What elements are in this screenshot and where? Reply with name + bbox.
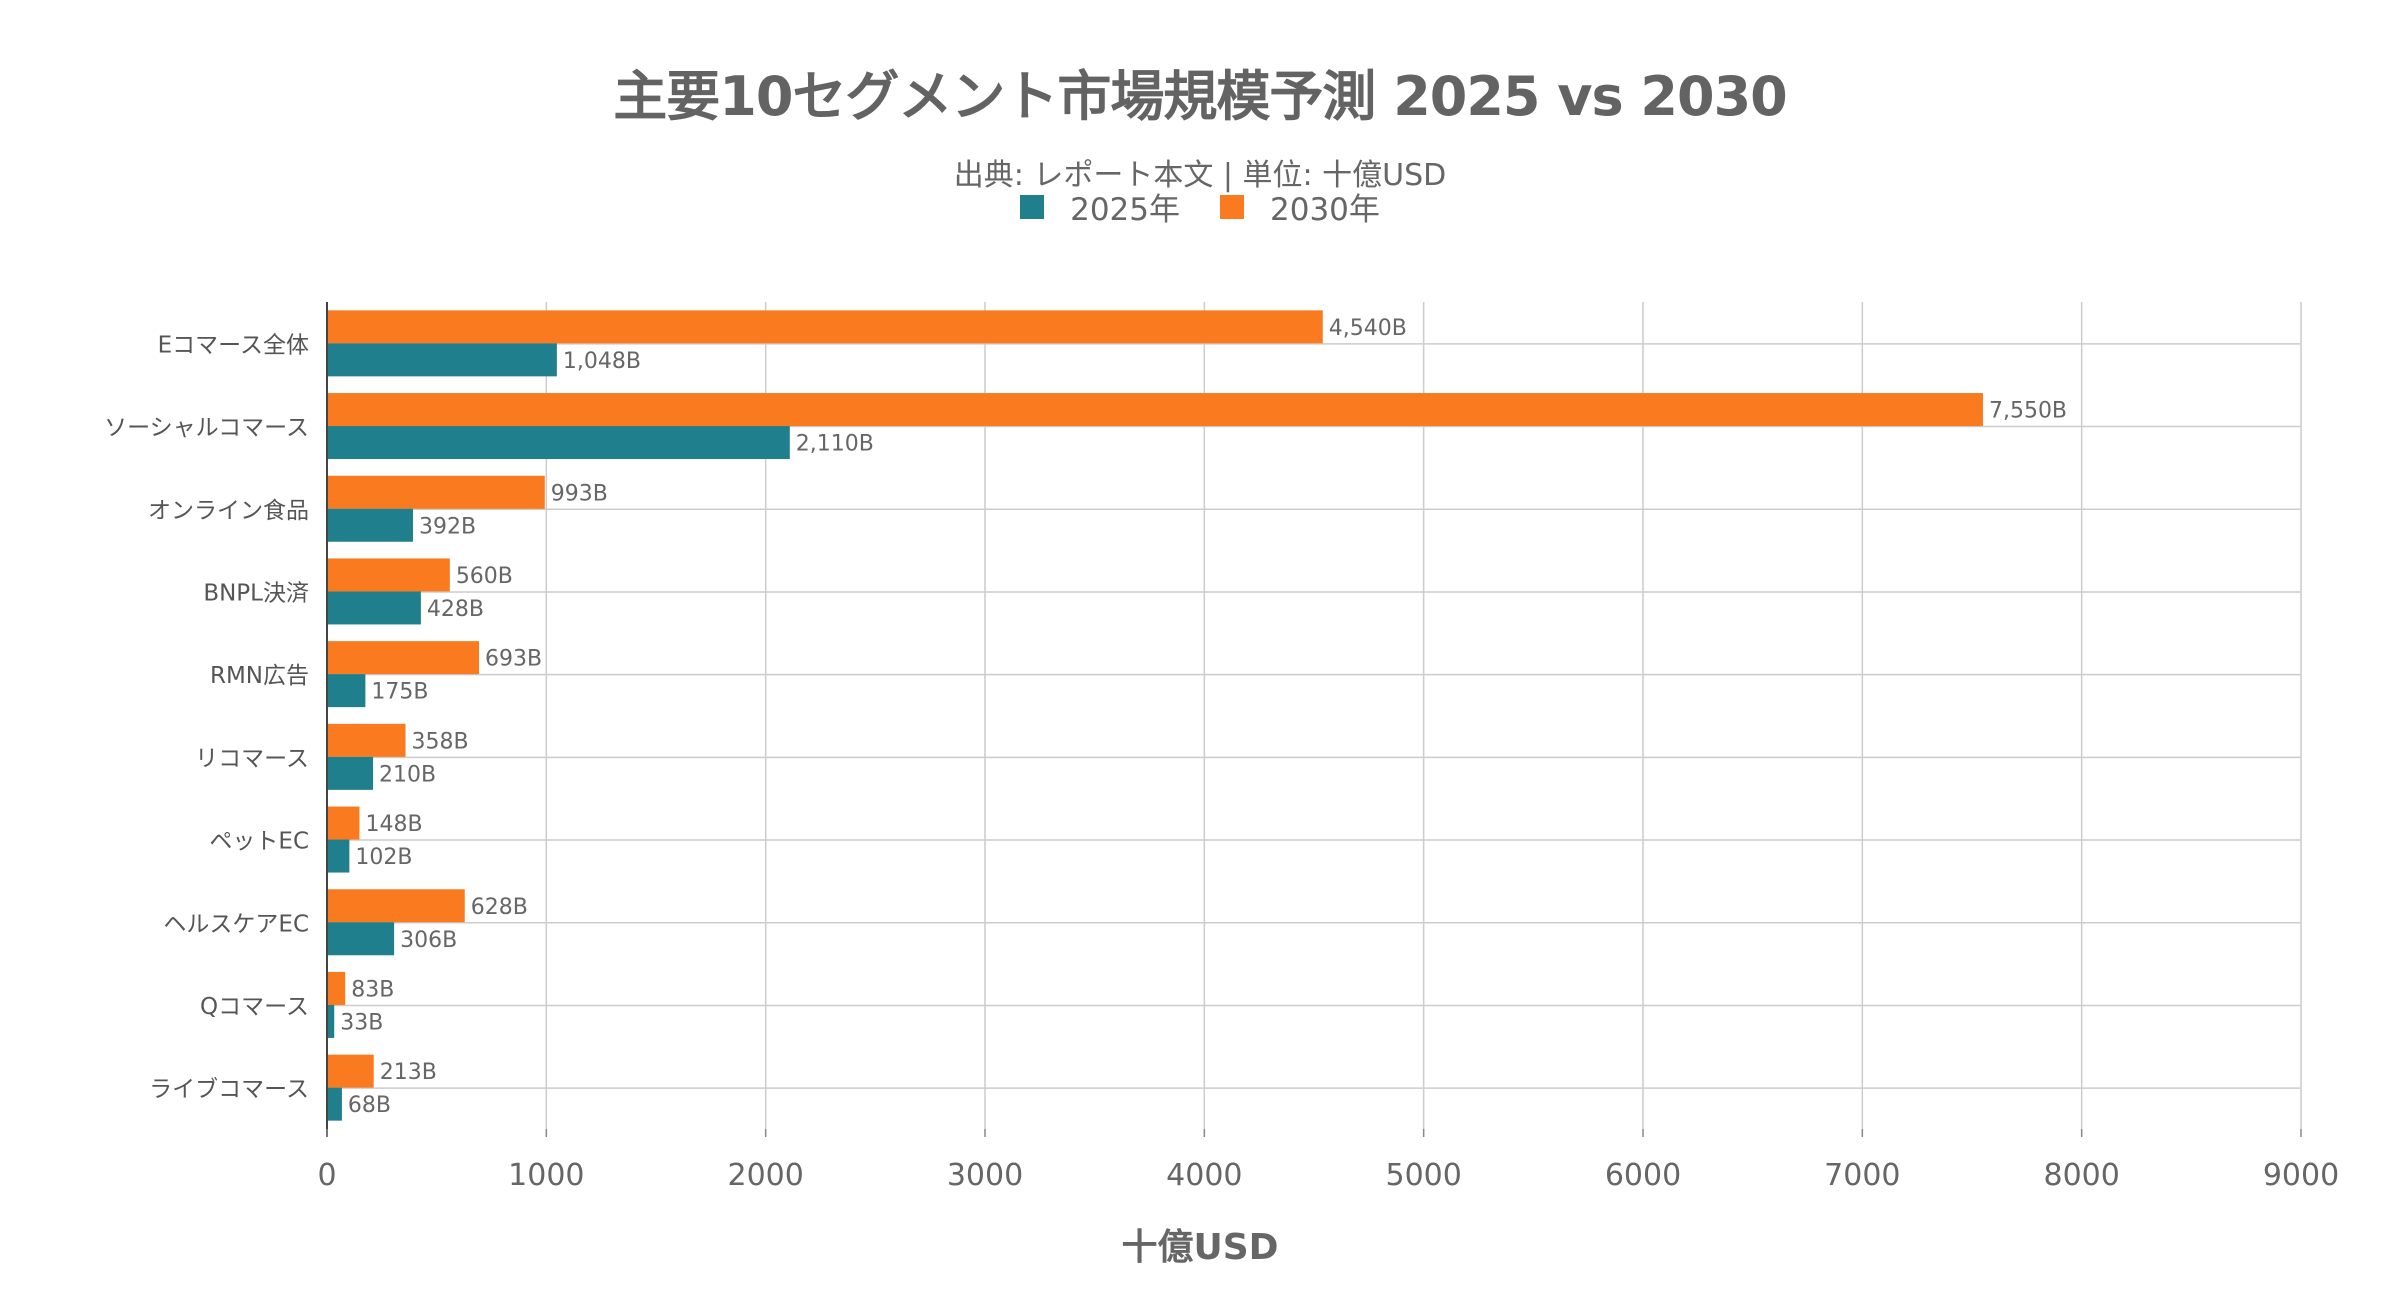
data-label-2025: 306B <box>400 928 457 953</box>
bar-2030 <box>327 971 346 1005</box>
bar-2025 <box>327 343 557 377</box>
x-tick-label: 0 <box>317 1158 336 1193</box>
x-tick-label: 5000 <box>1385 1158 1461 1193</box>
data-label-2030: 83B <box>351 977 394 1002</box>
category-label: Qコマース <box>200 994 309 1020</box>
bar-2030 <box>327 558 450 592</box>
legend: 2025年 2030年 <box>0 184 2400 229</box>
legend-label-2025: 2025年 <box>1070 192 1180 228</box>
x-tick-label: 2000 <box>727 1158 803 1193</box>
data-label-2030: 148B <box>365 812 422 837</box>
category-label: リコマース <box>195 746 309 772</box>
x-axis-title: 十億USD <box>1121 1227 1279 1268</box>
data-label-2025: 2,110B <box>796 432 874 457</box>
bar-2030 <box>327 1054 374 1088</box>
legend-item-2025[interactable]: 2025年 <box>1020 184 1180 229</box>
category-label: RMN広告 <box>210 663 309 689</box>
data-label-2025: 210B <box>379 762 436 787</box>
bar-2025 <box>327 508 413 542</box>
legend-swatch-2030 <box>1220 194 1244 219</box>
data-label-2030: 213B <box>380 1060 437 1085</box>
data-label-2030: 993B <box>551 481 608 506</box>
legend-item-2030[interactable]: 2030年 <box>1220 184 1380 229</box>
bar-2030 <box>327 723 406 757</box>
data-label-2030: 358B <box>412 729 469 754</box>
data-label-2025: 428B <box>427 597 484 622</box>
x-tick-label: 9000 <box>2263 1158 2339 1193</box>
data-label-2030: 628B <box>471 895 528 920</box>
bar-2030 <box>327 310 1323 344</box>
chart-title: 主要10セグメント市場規模予測 2025 vs 2030 <box>613 65 1787 128</box>
bar-2025 <box>327 839 350 873</box>
category-label: オンライン食品 <box>148 498 309 524</box>
x-tick-label: 6000 <box>1605 1158 1681 1193</box>
bar-2030 <box>327 641 479 675</box>
data-label-2030: 693B <box>485 647 542 672</box>
bar-2025 <box>327 426 790 460</box>
data-label-2025: 175B <box>371 680 428 705</box>
x-tick-label: 8000 <box>2043 1158 2119 1193</box>
data-label-2025: 102B <box>355 845 412 870</box>
data-label-2030: 560B <box>456 564 513 589</box>
data-label-2025: 33B <box>340 1010 383 1035</box>
x-tick-label: 3000 <box>947 1158 1023 1193</box>
chart-subtitle: 出典: レポート本文 | 単位: 十億USD <box>953 158 1447 193</box>
bar-2030 <box>327 889 465 923</box>
data-label-2030: 4,540B <box>1329 316 1407 341</box>
bar-2025 <box>327 756 374 790</box>
x-tick-label: 1000 <box>508 1158 584 1193</box>
bar-2030 <box>327 393 1983 427</box>
data-label-2025: 392B <box>419 514 476 539</box>
bar-2025 <box>327 1004 335 1038</box>
bar-2030 <box>327 806 360 840</box>
bar-2025 <box>327 922 395 956</box>
data-label-2025: 1,048B <box>563 349 641 374</box>
legend-swatch-2025 <box>1020 194 1045 219</box>
category-label: ヘルスケアEC <box>163 911 309 937</box>
data-label-2030: 7,550B <box>1989 399 2067 424</box>
legend-label-2030: 2030年 <box>1270 192 1380 228</box>
x-tick-label: 4000 <box>1166 1158 1242 1193</box>
category-label: ソーシャルコマース <box>104 415 309 441</box>
category-label: ペットEC <box>209 829 309 855</box>
bar-2030 <box>327 475 545 509</box>
bar-2025 <box>327 674 366 708</box>
x-tick-label: 7000 <box>1824 1158 1900 1193</box>
bar-2025 <box>327 1087 342 1121</box>
bar-2025 <box>327 591 421 625</box>
data-label-2025: 68B <box>348 1093 391 1118</box>
category-label: Eコマース全体 <box>158 332 309 358</box>
category-label: BNPL決済 <box>203 580 309 606</box>
category-label: ライブコマース <box>149 1077 309 1103</box>
